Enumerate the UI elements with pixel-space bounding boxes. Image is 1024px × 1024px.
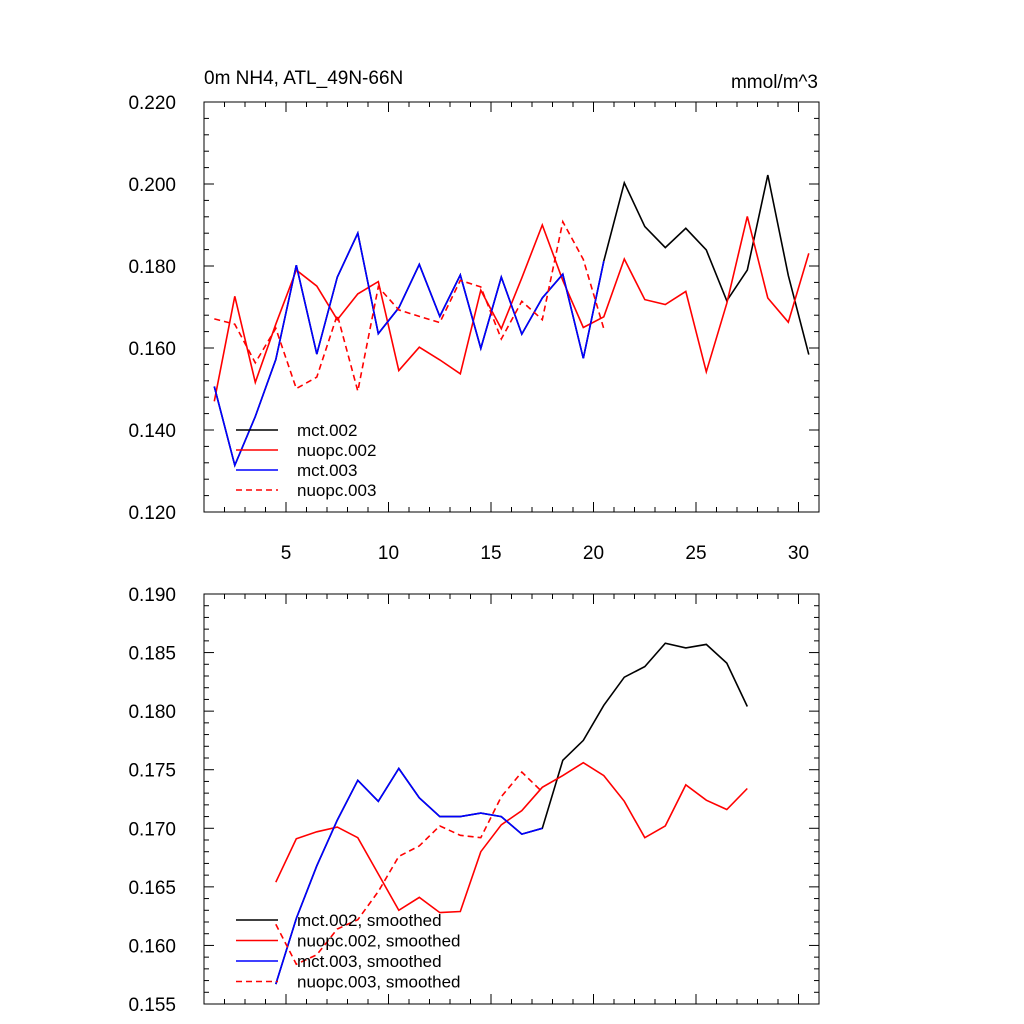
bottom-panel-series [275, 642, 749, 985]
y-tick-label: 0.175 [128, 761, 176, 782]
y-tick-label: 0.160 [128, 339, 176, 360]
x-tick-label: 30 [788, 543, 809, 564]
x-tick-label: 5 [281, 543, 292, 564]
y-tick-label: 0.120 [128, 503, 176, 524]
y-tick-label: 0.220 [128, 93, 176, 114]
legend-label: nuopc.002 [297, 441, 376, 460]
top-panel-frame [203, 101, 820, 513]
top-panel-units: mmol/m^3 [731, 72, 818, 93]
bottom-panel-frame [203, 593, 820, 1005]
legend-label: nuopc.003, smoothed [297, 973, 461, 992]
y-tick-label: 0.165 [128, 878, 176, 899]
bottom-panel-legend: mct.002, smoothed nuopc.002, smoothedmct.… [236, 911, 461, 992]
top-panel-title: 0m NH4, ATL_49N-66N [204, 68, 403, 89]
series-line-nuopc-002-smoothed [275, 761, 748, 914]
y-tick-label: 0.170 [128, 819, 176, 840]
y-tick-label: 0.140 [128, 421, 176, 442]
y-tick-label: 0.185 [128, 644, 176, 665]
series-line-mct-003 [213, 230, 605, 468]
legend-label: nuopc.003 [297, 481, 376, 500]
y-tick-label: 0.190 [128, 585, 176, 606]
legend-label: mct.003 [297, 461, 357, 480]
y-tick-label: 0.160 [128, 936, 176, 957]
legend-label: nuopc.002, smoothed [297, 932, 461, 951]
x-tick-label: 25 [685, 543, 706, 564]
legend-label: mct.003, smoothed [297, 952, 442, 971]
series-line-nuopc-002 [213, 216, 810, 402]
series-line-nuopc-003-smoothed [275, 770, 543, 966]
x-tick-label: 10 [378, 543, 399, 564]
legend-label: mct.002 [297, 421, 357, 440]
top-panel-series [213, 174, 810, 468]
series-line-nuopc-003 [214, 219, 605, 392]
y-tick-label: 0.180 [128, 702, 176, 723]
y-tick-label: 0.180 [128, 257, 176, 278]
top-panel: 0m NH4, ATL_49N-66N mmol/m^3 5 10 15 20 25 30… [128, 68, 820, 564]
legend-label: mct.002, smoothed [297, 911, 442, 930]
bottom-panel: 0.155 0.160 0.165 0.170 0.175 0.180 0.185 0.190… [128, 585, 820, 1016]
series-line-mct-003-smoothed [275, 767, 543, 985]
bottom-panel-ticks: 0.155 0.160 0.165 0.170 0.175 0.180 0.185 0.190 [128, 585, 820, 1016]
x-tick-label: 15 [480, 543, 501, 564]
y-tick-label: 0.155 [128, 995, 176, 1016]
y-tick-label: 0.200 [128, 175, 176, 196]
x-tick-label: 20 [583, 543, 604, 564]
top-panel-ticks: 5 10 15 20 25 30 0.120 0.140 0.160 0.180 0.200 0.22… [128, 93, 820, 564]
